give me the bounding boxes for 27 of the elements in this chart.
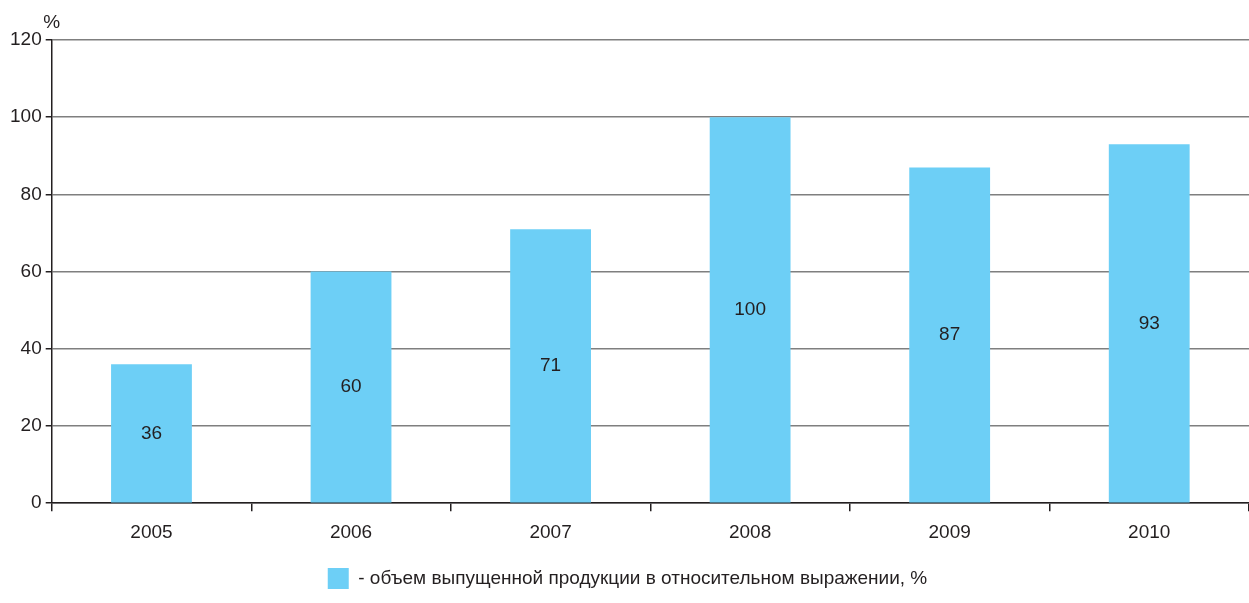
data-label: 93 <box>1138 311 1160 333</box>
x-tick-label: 2006 <box>329 520 373 542</box>
bar <box>111 364 192 503</box>
x-tick-label: 2010 <box>1128 520 1171 542</box>
data-label: 36 <box>140 421 163 443</box>
bar <box>909 167 991 503</box>
y-axis-title: % <box>43 11 61 32</box>
y-tick-label: 120 <box>10 28 42 50</box>
data-label: 71 <box>540 354 562 376</box>
y-tick-label: 20 <box>20 414 42 436</box>
bar <box>310 271 392 503</box>
y-tick-label: 80 <box>20 182 42 204</box>
y-tick-label: 60 <box>20 259 42 281</box>
bar <box>510 229 591 503</box>
x-tick-label: 2008 <box>728 520 772 542</box>
legend-label: - объем выпущенной продукции в относительном выражении, % <box>358 566 928 588</box>
bar <box>1108 144 1190 503</box>
x-tick-label: 2007 <box>529 520 572 542</box>
bar <box>709 117 791 503</box>
data-label: 100 <box>734 298 766 320</box>
x-tick-label: 2005 <box>130 520 173 542</box>
y-tick-label: 100 <box>10 105 42 127</box>
y-tick-label: 0 <box>31 491 42 513</box>
data-label: 60 <box>340 375 362 397</box>
data-label: 87 <box>939 323 961 345</box>
x-tick-label: 2009 <box>928 520 971 542</box>
y-tick-label: 40 <box>20 337 42 359</box>
